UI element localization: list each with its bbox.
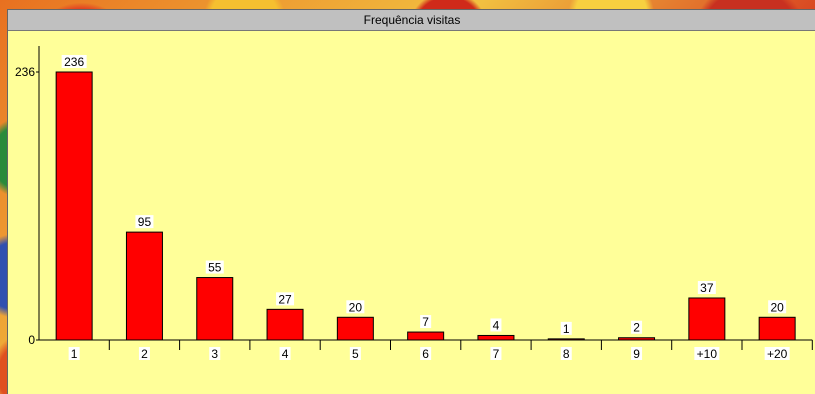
tick-label-bg bbox=[764, 347, 790, 360]
data-label-1: 236 bbox=[64, 55, 84, 69]
bar-6 bbox=[407, 331, 445, 341]
bar-3 bbox=[196, 277, 234, 341]
data-label-3: 55 bbox=[208, 261, 222, 275]
bar-7 bbox=[477, 334, 515, 341]
bar-+10 bbox=[688, 297, 726, 341]
tick-label-bg bbox=[631, 347, 643, 360]
x-tick-label-1: 1 bbox=[71, 347, 78, 361]
bar-2 bbox=[125, 231, 163, 341]
bar-8 bbox=[547, 338, 585, 341]
data-label-9: 2 bbox=[633, 321, 640, 335]
tick-label-bg bbox=[209, 347, 221, 360]
x-tick-label-5: 5 bbox=[352, 347, 359, 361]
data-label-8: 1 bbox=[563, 322, 570, 336]
bar-9 bbox=[618, 337, 656, 341]
x-tick-label-+10: +10 bbox=[697, 347, 718, 361]
data-label-+10: 37 bbox=[700, 281, 714, 295]
x-tick-label-6: 6 bbox=[422, 347, 429, 361]
tick-label-bg bbox=[138, 347, 150, 360]
data-label-bg bbox=[768, 300, 787, 314]
data-label-2: 95 bbox=[138, 215, 152, 229]
chart-title: Frequência visitas bbox=[8, 10, 815, 31]
bar-+20 bbox=[758, 316, 796, 341]
tick-label-bg bbox=[68, 347, 80, 360]
x-tick-label-7: 7 bbox=[493, 347, 500, 361]
data-label-bg bbox=[135, 215, 154, 229]
data-label-5: 20 bbox=[349, 300, 363, 314]
data-label-bg bbox=[490, 318, 502, 332]
x-tick-label-8: 8 bbox=[563, 347, 570, 361]
bar-5 bbox=[336, 316, 374, 341]
data-label-bg bbox=[205, 260, 224, 274]
x-tick-label-3: 3 bbox=[211, 347, 218, 361]
y-tick-label: 0 bbox=[28, 333, 35, 347]
data-label-+20: 20 bbox=[770, 300, 784, 314]
bar-4 bbox=[266, 308, 304, 341]
x-tick-label-+20: +20 bbox=[767, 347, 788, 361]
bar-1 bbox=[55, 71, 93, 341]
tick-label-bg bbox=[349, 347, 361, 360]
data-label-bg bbox=[346, 300, 365, 314]
bar-chart: 0 236 236 1 95 2 55 3 27 4 20 5 7 6 4 7 1 8 2 9 37 +10 20 +20 bbox=[15, 46, 813, 361]
data-label-bg bbox=[61, 55, 87, 68]
data-label-bg bbox=[631, 320, 643, 334]
tick-label-bg bbox=[279, 347, 291, 360]
data-label-bg bbox=[560, 321, 572, 335]
chart-panel: Frequência visitas 0 236 236 1 95 2 55 3 27 4 20 5 7… bbox=[7, 9, 815, 394]
data-label-7: 4 bbox=[493, 318, 500, 332]
tick-label-bg bbox=[490, 347, 502, 360]
y-tick-label: 236 bbox=[15, 65, 35, 79]
data-label-bg bbox=[420, 315, 432, 329]
x-tick-label-9: 9 bbox=[633, 347, 640, 361]
tick-label-bg bbox=[560, 347, 572, 360]
x-tick-label-4: 4 bbox=[282, 347, 289, 361]
tick-label-bg bbox=[420, 347, 432, 360]
data-label-bg bbox=[697, 280, 716, 294]
x-tick-label-2: 2 bbox=[141, 347, 148, 361]
data-label-bg bbox=[276, 292, 295, 306]
data-label-4: 27 bbox=[278, 292, 292, 306]
data-label-6: 7 bbox=[422, 315, 429, 329]
tick-label-bg bbox=[694, 347, 720, 360]
